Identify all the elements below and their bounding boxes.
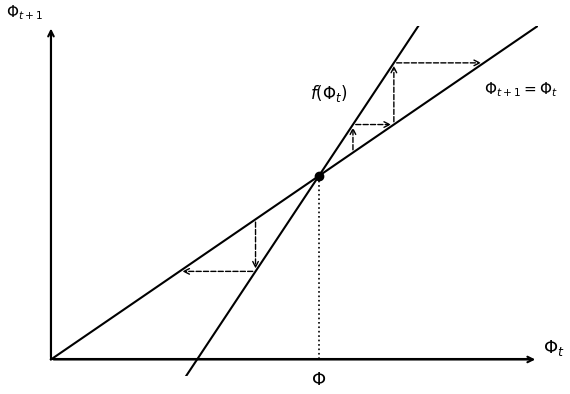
Text: $f(\Phi_t)$: $f(\Phi_t)$ [310,83,348,104]
Text: $\Phi_{t+1} = \Phi_t$: $\Phi_{t+1} = \Phi_t$ [484,80,559,98]
Text: $\Phi_{t+1}$: $\Phi_{t+1}$ [6,4,44,22]
Text: $\Phi$: $\Phi$ [311,371,327,389]
Text: $\Phi_t$: $\Phi_t$ [543,338,565,358]
